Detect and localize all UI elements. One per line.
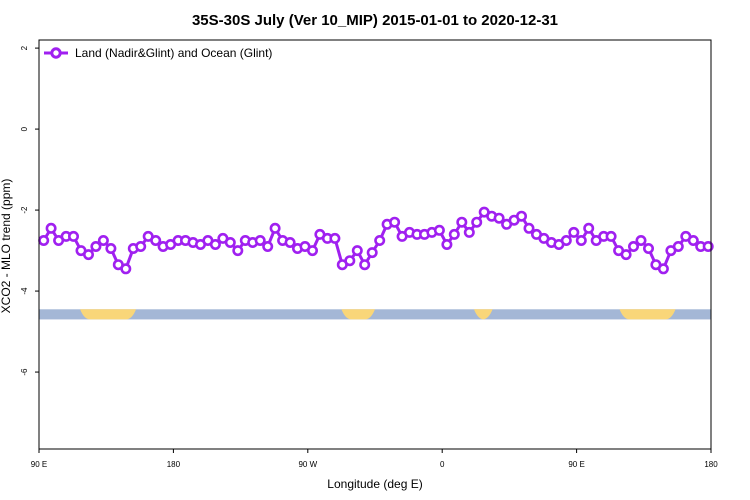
series-point xyxy=(90,241,102,253)
series-point xyxy=(448,228,460,240)
series-point xyxy=(635,235,647,247)
y-tick-label: -6 xyxy=(20,368,29,376)
series-point xyxy=(560,235,572,247)
y-axis-label: XCO2 - MLO trend (ppm) xyxy=(0,179,13,314)
ocean-band xyxy=(39,309,711,320)
series-point xyxy=(471,216,483,228)
series-point xyxy=(232,245,244,257)
series-point xyxy=(135,241,147,253)
series-point xyxy=(83,249,95,261)
legend-marker-swatch xyxy=(50,47,62,59)
x-tick-label: 180 xyxy=(704,460,718,469)
chart-title: 35S-30S July (Ver 10_MIP) 2015-01-01 to … xyxy=(192,12,558,29)
series-point xyxy=(366,247,378,259)
legend-label: Land (Nadir&Glint) and Ocean (Glint) xyxy=(75,46,272,60)
x-axis-ticks: 90 E 180 90 W 0 90 E 180 xyxy=(31,449,718,469)
series-point xyxy=(575,235,587,247)
x-tick-label: 90 E xyxy=(568,460,584,469)
series-point xyxy=(120,263,132,275)
x-tick-label: 90 E xyxy=(31,460,47,469)
series-point xyxy=(359,259,371,271)
series-points xyxy=(38,206,714,275)
series-point xyxy=(389,216,401,228)
series-point xyxy=(45,222,57,234)
x-tick-label: 180 xyxy=(167,460,181,469)
series-point xyxy=(463,226,475,238)
series-point xyxy=(329,232,341,244)
y-axis-ticks: 2 0 -2 -4 -6 xyxy=(20,45,39,376)
series-point xyxy=(583,222,595,234)
series-point xyxy=(702,241,714,253)
land-segment xyxy=(473,309,493,320)
series-point xyxy=(254,235,266,247)
series-point xyxy=(38,235,50,247)
series-point xyxy=(493,212,505,224)
series-point xyxy=(627,241,639,253)
series-point xyxy=(262,241,274,253)
series-point xyxy=(672,241,684,253)
series-point xyxy=(209,239,221,251)
x-tick-label: 90 W xyxy=(298,460,317,469)
series-point xyxy=(105,243,117,255)
series-point xyxy=(523,222,535,234)
series-point xyxy=(515,210,527,222)
y-tick-label: 0 xyxy=(20,126,29,131)
x-tick-label: 0 xyxy=(440,460,445,469)
y-tick-label: 2 xyxy=(20,45,29,50)
series-point xyxy=(68,230,80,242)
y-tick-label: -4 xyxy=(20,287,29,295)
y-tick-label: -2 xyxy=(20,206,29,214)
series-point xyxy=(433,224,445,236)
legend: Land (Nadir&Glint) and Ocean (Glint) xyxy=(44,46,272,60)
series-point xyxy=(568,226,580,238)
series-point xyxy=(344,255,356,267)
land-segment xyxy=(341,309,375,320)
series-point xyxy=(97,235,109,247)
series-point xyxy=(284,237,296,249)
land-segment xyxy=(619,309,676,320)
series-point xyxy=(150,235,162,247)
series-point xyxy=(374,235,386,247)
series-point xyxy=(687,235,699,247)
series-point xyxy=(642,243,654,255)
series-point xyxy=(224,237,236,249)
surface-band xyxy=(39,309,711,320)
series-point xyxy=(456,216,468,228)
series-point xyxy=(441,239,453,251)
series-point xyxy=(620,249,632,261)
series-point xyxy=(306,245,318,257)
series-point xyxy=(605,230,617,242)
land-segment xyxy=(80,309,137,320)
x-axis-label: Longitude (deg E) xyxy=(327,477,422,491)
series-point xyxy=(269,222,281,234)
series-point xyxy=(657,263,669,275)
plot-frame xyxy=(38,39,712,450)
series-point xyxy=(351,245,363,257)
